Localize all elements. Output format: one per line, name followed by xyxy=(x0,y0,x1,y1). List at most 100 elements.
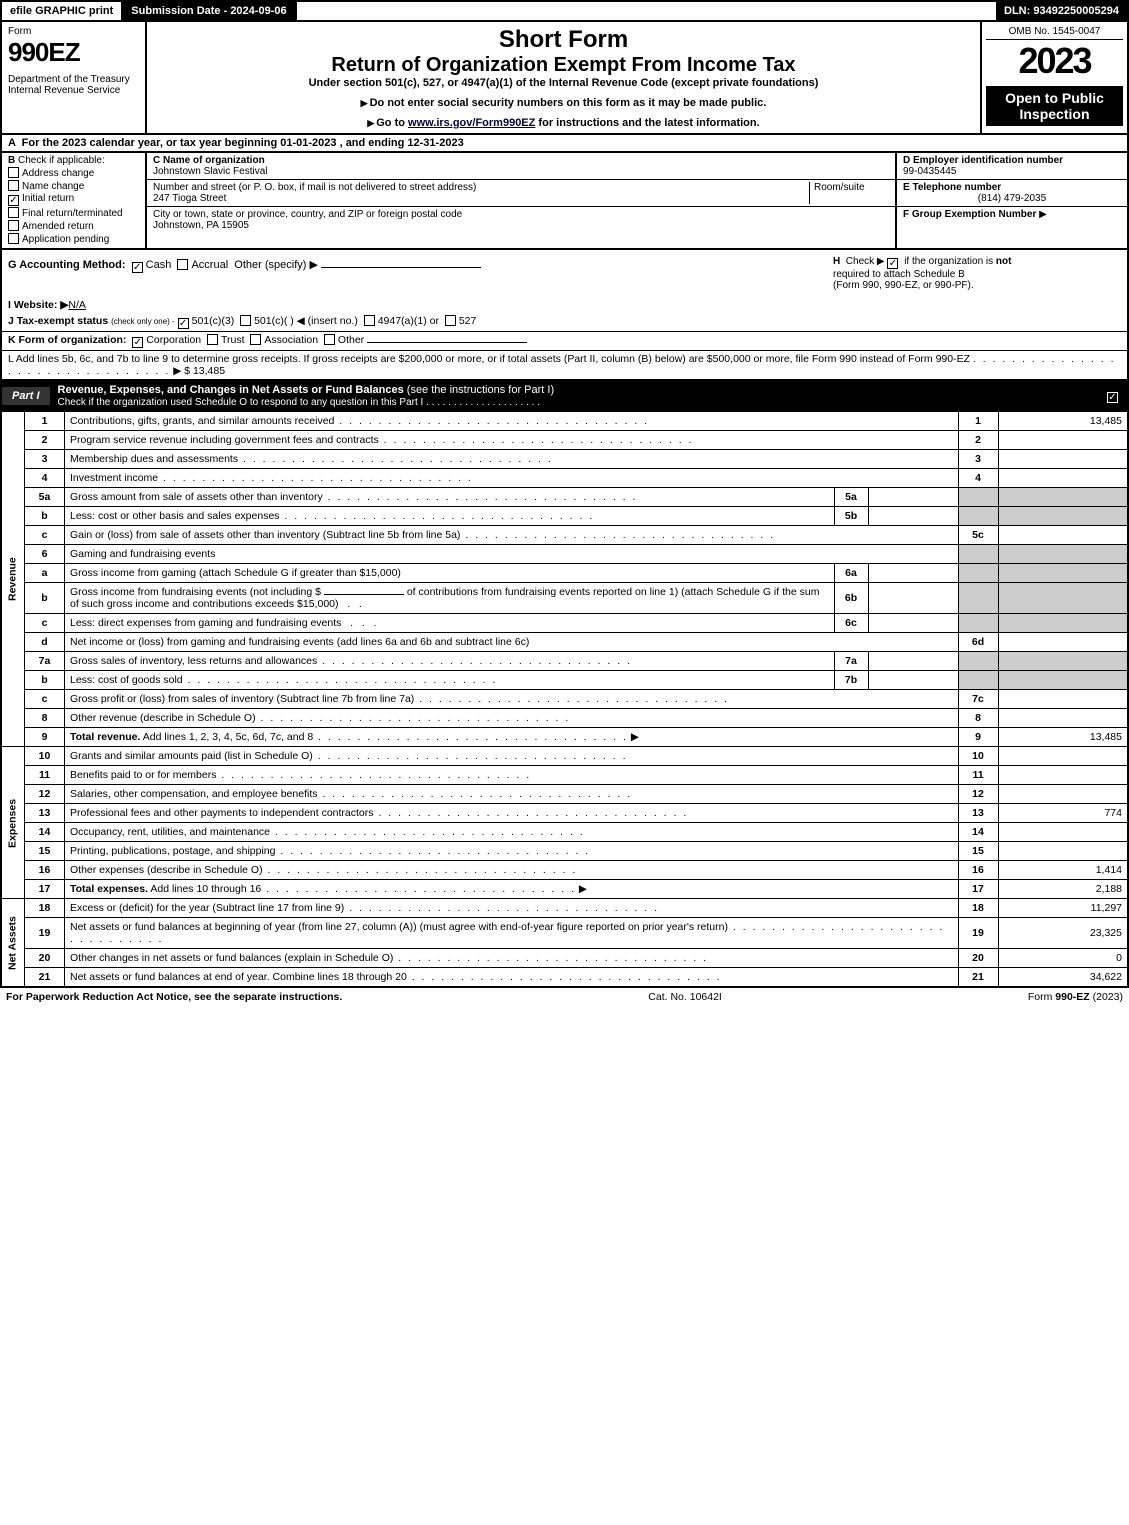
line-13: 13Professional fees and other payments t… xyxy=(1,804,1128,823)
top-bar: efile GRAPHIC print Submission Date - 20… xyxy=(0,0,1129,22)
row-k: K Form of organization: ✓Corporation Tru… xyxy=(0,331,1129,350)
gross-receipts: $ 13,485 xyxy=(184,365,225,377)
col-b: B Check if applicable: Address change Na… xyxy=(2,153,147,248)
amt-19: 23,325 xyxy=(998,918,1128,949)
revenue-label: Revenue xyxy=(1,412,25,747)
telephone: (814) 479-2035 xyxy=(903,193,1121,204)
line-8: 8Other revenue (describe in Schedule O)8 xyxy=(1,709,1128,728)
line-19: 19Net assets or fund balances at beginni… xyxy=(1,918,1128,949)
note-link: Go to www.irs.gov/Form990EZ for instruct… xyxy=(153,117,974,129)
org-name: Johnstown Slavic Festival xyxy=(153,166,889,177)
irs-link[interactable]: www.irs.gov/Form990EZ xyxy=(408,117,535,129)
g-row: G Accounting Method: ✓Cash Accrual Other… xyxy=(2,250,827,297)
line-5c: cGain or (loss) from sale of assets othe… xyxy=(1,526,1128,545)
amt-18: 11,297 xyxy=(998,899,1128,918)
line-12: 12Salaries, other compensation, and empl… xyxy=(1,785,1128,804)
chk-part-i[interactable]: ✓ xyxy=(1107,392,1118,403)
page-footer: For Paperwork Reduction Act Notice, see … xyxy=(0,987,1129,1006)
line-18: Net Assets 18Excess or (deficit) for the… xyxy=(1,899,1128,918)
chk-initial-return[interactable]: ✓Initial return xyxy=(8,193,139,206)
f-label: F Group Exemption Number xyxy=(903,209,1036,220)
dln: DLN: 93492250005294 xyxy=(996,2,1127,20)
dept-treasury: Department of the Treasury xyxy=(8,74,139,85)
section-bcdef: B Check if applicable: Address change Na… xyxy=(0,153,1129,250)
note-ssn: Do not enter social security numbers on … xyxy=(153,97,974,109)
lines-table: Revenue 1Contributions, gifts, grants, a… xyxy=(0,411,1129,987)
chk-trust[interactable] xyxy=(207,334,218,345)
chk-cash[interactable]: ✓ xyxy=(132,262,143,273)
part-title: Revenue, Expenses, and Changes in Net As… xyxy=(50,381,1107,411)
amt-21: 34,622 xyxy=(998,968,1128,987)
line-6: 6Gaming and fundraising events xyxy=(1,545,1128,564)
omb-number: OMB No. 1545-0047 xyxy=(986,26,1123,40)
line-5b: bLess: cost or other basis and sales exp… xyxy=(1,507,1128,526)
amt-9: 13,485 xyxy=(998,728,1128,747)
line-6d: dNet income or (loss) from gaming and fu… xyxy=(1,633,1128,652)
netassets-label: Net Assets xyxy=(1,899,25,987)
line-6a: aGross income from gaming (attach Schedu… xyxy=(1,564,1128,583)
amt-17: 2,188 xyxy=(998,880,1128,899)
ein: 99-0435445 xyxy=(903,166,956,177)
line-7c: cGross profit or (loss) from sales of in… xyxy=(1,690,1128,709)
chk-501c[interactable] xyxy=(240,315,251,326)
col-def: D Employer identification number 99-0435… xyxy=(897,153,1127,248)
part-tag: Part I xyxy=(2,387,50,405)
dept-irs: Internal Revenue Service xyxy=(8,85,139,96)
line-1: Revenue 1Contributions, gifts, grants, a… xyxy=(1,412,1128,431)
e-label: E Telephone number xyxy=(903,182,1001,193)
chk-corp[interactable]: ✓ xyxy=(132,337,143,348)
line-14: 14Occupancy, rent, utilities, and mainte… xyxy=(1,823,1128,842)
chk-h[interactable]: ✓ xyxy=(887,258,898,269)
main-title: Return of Organization Exempt From Incom… xyxy=(153,54,974,77)
form-header: Form 990EZ Department of the Treasury In… xyxy=(0,22,1129,135)
footer-right: Form 990-EZ (2023) xyxy=(1028,991,1123,1003)
chk-527[interactable] xyxy=(445,315,456,326)
chk-501c3[interactable]: ✓ xyxy=(178,318,189,329)
footer-left: For Paperwork Reduction Act Notice, see … xyxy=(6,991,342,1003)
amt-20: 0 xyxy=(998,949,1128,968)
c-addr-label: Number and street (or P. O. box, if mail… xyxy=(153,182,809,193)
line-20: 20Other changes in net assets or fund ba… xyxy=(1,949,1128,968)
website: N/A xyxy=(68,299,86,311)
c-name-label: C Name of organization xyxy=(153,155,265,166)
room-suite-label: Room/suite xyxy=(809,182,889,204)
line-17: 17Total expenses. Add lines 10 through 1… xyxy=(1,880,1128,899)
line-16: 16Other expenses (describe in Schedule O… xyxy=(1,861,1128,880)
org-address: 247 Tioga Street xyxy=(153,193,809,204)
chk-assoc[interactable] xyxy=(250,334,261,345)
chk-other-org[interactable] xyxy=(324,334,335,345)
h-row: H Check ▶ ✓ if the organization is not r… xyxy=(827,250,1127,297)
line-4: 4Investment income4 xyxy=(1,469,1128,488)
line-10: Expenses 10Grants and similar amounts pa… xyxy=(1,747,1128,766)
line-6b: bGross income from fundraising events (n… xyxy=(1,583,1128,614)
line-9: 9Total revenue. Add lines 1, 2, 3, 4, 5c… xyxy=(1,728,1128,747)
chk-name-change[interactable]: Name change xyxy=(8,180,139,192)
short-form-title: Short Form xyxy=(153,26,974,54)
section-gh: G Accounting Method: ✓Cash Accrual Other… xyxy=(0,250,1129,297)
tax-year: 2023 xyxy=(986,40,1123,82)
chk-address-change[interactable]: Address change xyxy=(8,167,139,179)
line-7a: 7aGross sales of inventory, less returns… xyxy=(1,652,1128,671)
header-center: Short Form Return of Organization Exempt… xyxy=(147,22,982,133)
amt-16: 1,414 xyxy=(998,861,1128,880)
chk-accrual[interactable] xyxy=(177,259,188,270)
efile-print[interactable]: efile GRAPHIC print xyxy=(2,2,123,20)
row-i: I Website: ▶N/A xyxy=(0,297,1129,313)
line-21: 21Net assets or fund balances at end of … xyxy=(1,968,1128,987)
line-11: 11Benefits paid to or for members11 xyxy=(1,766,1128,785)
line-5a: 5aGross amount from sale of assets other… xyxy=(1,488,1128,507)
chk-final-return[interactable]: Final return/terminated xyxy=(8,207,139,219)
subtitle: Under section 501(c), 527, or 4947(a)(1)… xyxy=(153,77,974,89)
chk-pending[interactable]: Application pending xyxy=(8,233,139,245)
amt-1: 13,485 xyxy=(998,412,1128,431)
chk-amended[interactable]: Amended return xyxy=(8,220,139,232)
form-word: Form xyxy=(8,26,139,37)
row-a: A For the 2023 calendar year, or tax yea… xyxy=(0,135,1129,153)
form-number: 990EZ xyxy=(8,37,139,68)
col-c: C Name of organization Johnstown Slavic … xyxy=(147,153,897,248)
part-i-header: Part I Revenue, Expenses, and Changes in… xyxy=(0,381,1129,411)
amt-13: 774 xyxy=(998,804,1128,823)
line-6c: cLess: direct expenses from gaming and f… xyxy=(1,614,1128,633)
row-j: J Tax-exempt status (check only one) - ✓… xyxy=(0,313,1129,331)
chk-4947[interactable] xyxy=(364,315,375,326)
